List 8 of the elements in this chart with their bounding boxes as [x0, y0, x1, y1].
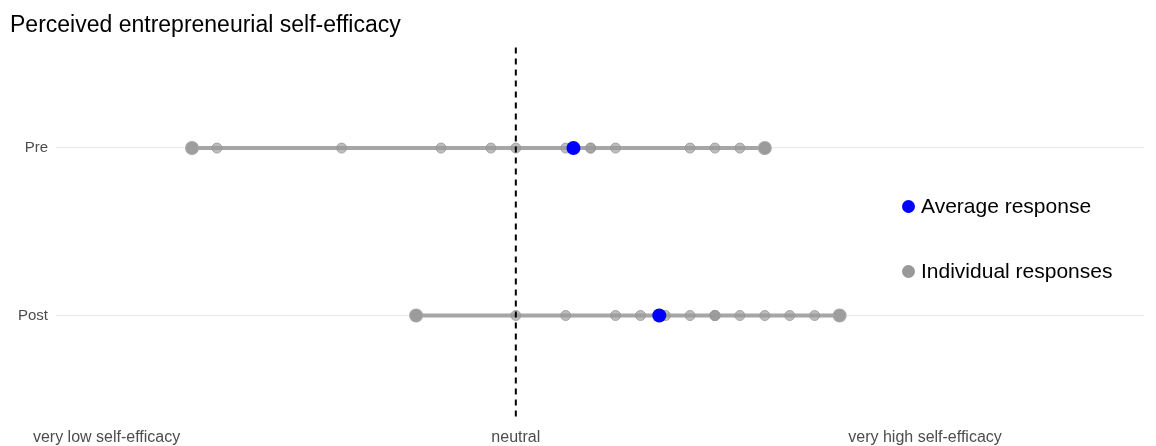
text: neutral [491, 428, 541, 445]
y-tick-label: Post [18, 305, 49, 323]
text: very high self-efficacy [848, 428, 1002, 445]
legend-label: Individual responses [921, 259, 1113, 283]
legend-label: Average response [921, 194, 1092, 218]
chart-title: Perceived entrepreneurial self-efficacy [10, 11, 402, 38]
y-tick-label: Pre [24, 138, 49, 156]
text: very low self-efficacy [32, 428, 181, 445]
